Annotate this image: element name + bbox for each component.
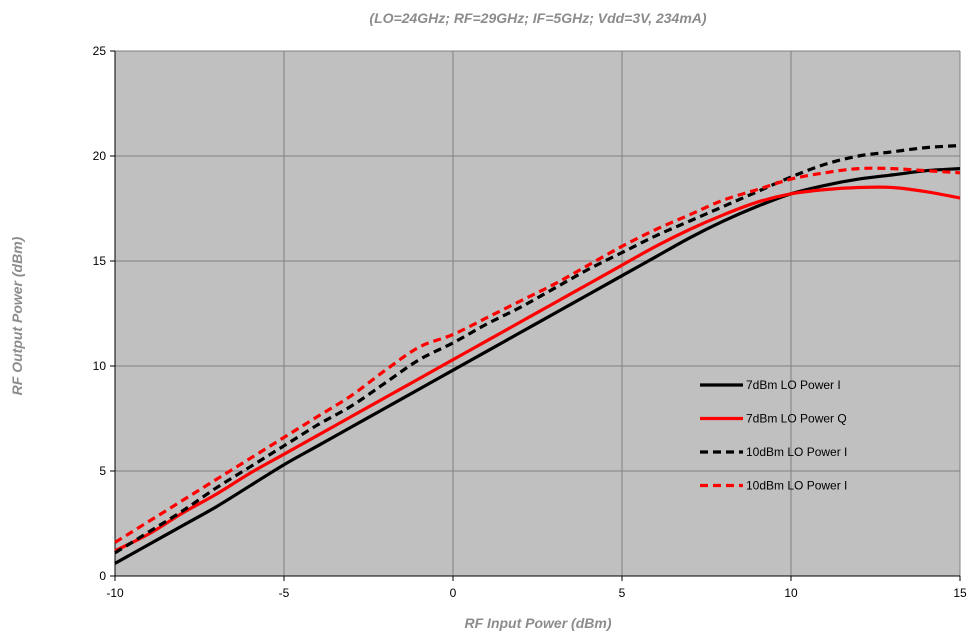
y-tick-label: 10 (93, 359, 107, 373)
legend-label: 10dBm LO Power I (746, 479, 847, 493)
y-tick-label: 20 (93, 149, 107, 163)
x-tick-label: -10 (106, 586, 124, 600)
plot-frame (114, 51, 960, 577)
y-tick-label: 25 (93, 44, 107, 58)
x-axis-title: RF Input Power (dBm) (465, 615, 612, 631)
legend-label: 10dBm LO Power I (746, 445, 847, 459)
chart-subtitle: (LO=24GHz; RF=29GHz; IF=5GHz; Vdd=3V, 23… (369, 10, 706, 26)
legend-label: 7dBm LO Power Q (746, 412, 847, 426)
x-tick-label: 5 (619, 586, 626, 600)
x-tick-label: 10 (784, 586, 798, 600)
y-tick-label: 5 (99, 464, 106, 478)
y-axis-title: RF Output Power (dBm) (9, 236, 25, 395)
series-line-3 (114, 143, 961, 555)
legend-label: 7dBm LO Power I (746, 378, 841, 392)
y-tick-label: 0 (99, 569, 106, 583)
x-tick-label: 0 (450, 586, 457, 600)
x-tick-label: -5 (279, 586, 290, 600)
series-line-2 (114, 185, 961, 553)
x-axis-tick-labels: -10 -5 0 5 10 15 (106, 576, 967, 600)
series-line-4 (114, 166, 961, 544)
series-line-1 (114, 167, 961, 565)
y-axis-tick-labels: 0 5 10 15 20 25 (93, 44, 115, 583)
y-tick-label: 15 (93, 254, 107, 268)
x-tick-label: 15 (953, 586, 967, 600)
legend: 7dBm LO Power I 7dBm LO Power Q 10dBm LO P… (700, 378, 847, 493)
series-lines (114, 143, 961, 565)
